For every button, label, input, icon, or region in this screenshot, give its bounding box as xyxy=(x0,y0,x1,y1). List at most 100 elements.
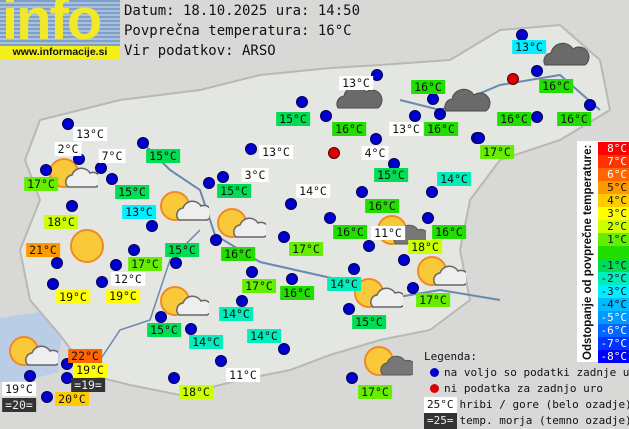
station-dot[interactable] xyxy=(203,177,215,189)
station-temperature-label: 15°C xyxy=(165,243,199,257)
station-dot[interactable] xyxy=(422,212,434,224)
station-dot[interactable] xyxy=(106,173,118,185)
station-dot[interactable] xyxy=(285,198,297,210)
station-dot[interactable] xyxy=(128,244,140,256)
station-dot[interactable] xyxy=(370,133,382,145)
legend-available: na voljo so podatki zadnje ure xyxy=(424,365,629,381)
station-dot[interactable] xyxy=(245,143,257,155)
sun-cloud-icon xyxy=(414,251,466,295)
legend-sea-text: temp. morja (temno ozadje) xyxy=(460,414,629,427)
station-temperature-label: 14°C xyxy=(327,277,361,291)
station-temperature-label: 16°C xyxy=(332,122,366,136)
legend: Legenda: na voljo so podatki zadnje ure … xyxy=(424,349,629,429)
station-dot[interactable] xyxy=(215,355,227,367)
station-dot[interactable] xyxy=(584,99,596,111)
station-temperature-label: 13°C xyxy=(259,145,293,159)
station-dot[interactable] xyxy=(473,132,485,144)
station-dot[interactable] xyxy=(246,266,258,278)
station-temperature-label: 19°C xyxy=(56,290,90,304)
station-dot[interactable] xyxy=(286,273,298,285)
station-dot[interactable] xyxy=(47,278,59,290)
station-dot[interactable] xyxy=(41,391,53,403)
scale-row: 3°C xyxy=(598,207,629,220)
station-dot[interactable] xyxy=(210,234,222,246)
logo-text: info xyxy=(2,0,100,46)
sea-temperature-label: =19= xyxy=(71,378,105,392)
station-dot[interactable] xyxy=(531,111,543,123)
station-temperature-label: 19°C xyxy=(2,382,36,396)
data-source: Vir podatkov: ARSO xyxy=(124,43,276,59)
station-temperature-label: 15°C xyxy=(374,168,408,182)
station-temperature-label: 16°C xyxy=(424,122,458,136)
station-temperature-label: 17°C xyxy=(24,177,58,191)
station-dot[interactable] xyxy=(278,343,290,355)
logo[interactable]: info xyxy=(0,0,120,46)
station-dot[interactable] xyxy=(236,295,248,307)
station-dot[interactable] xyxy=(155,311,167,323)
station-temperature-label: 4°C xyxy=(362,146,389,160)
station-dot[interactable] xyxy=(185,323,197,335)
station-missing-dot[interactable] xyxy=(328,147,340,159)
legend-mountain-text: hribi / gore (belo ozadje) xyxy=(460,398,629,411)
station-dot[interactable] xyxy=(427,93,439,105)
station-dot[interactable] xyxy=(24,370,36,382)
sea-sample: =25= xyxy=(424,413,457,429)
red-dot-icon xyxy=(430,384,439,393)
station-missing-dot[interactable] xyxy=(507,73,519,85)
station-dot[interactable] xyxy=(95,162,107,174)
scale-row: 5°C xyxy=(598,181,629,194)
station-temperature-label: 18°C xyxy=(44,215,78,229)
station-dot[interactable] xyxy=(348,263,360,275)
station-dot[interactable] xyxy=(324,212,336,224)
station-dot[interactable] xyxy=(356,186,368,198)
cloud-dark-icon xyxy=(541,35,593,79)
sun-icon xyxy=(61,226,113,270)
station-temperature-label: 15°C xyxy=(217,184,251,198)
sun-dark-cloud-icon xyxy=(361,341,413,385)
site-url[interactable]: www.informacije.si xyxy=(0,46,120,59)
station-dot[interactable] xyxy=(434,108,446,120)
station-temperature-label: 20°C xyxy=(55,392,89,406)
scale-row: 1°C xyxy=(598,233,629,246)
scale-row xyxy=(598,246,629,259)
station-temperature-label: 16°C xyxy=(221,247,255,261)
station-dot[interactable] xyxy=(296,96,308,108)
station-dot[interactable] xyxy=(363,240,375,252)
station-temperature-label: 16°C xyxy=(333,225,367,239)
station-temperature-label: 13°C xyxy=(339,76,373,90)
station-dot[interactable] xyxy=(96,276,108,288)
station-dot[interactable] xyxy=(146,220,158,232)
station-dot[interactable] xyxy=(51,257,63,269)
scale-row: -4°C xyxy=(598,298,629,311)
station-dot[interactable] xyxy=(409,110,421,122)
blue-dot-icon xyxy=(430,368,439,377)
station-dot[interactable] xyxy=(398,254,410,266)
sun-cloud-icon xyxy=(6,331,58,375)
station-temperature-label: 15°C xyxy=(115,185,149,199)
station-temperature-label: 3°C xyxy=(242,168,269,182)
station-dot[interactable] xyxy=(110,259,122,271)
station-dot[interactable] xyxy=(137,137,149,149)
station-dot[interactable] xyxy=(531,65,543,77)
station-dot[interactable] xyxy=(217,171,229,183)
scale-row: 6°C xyxy=(598,168,629,181)
station-temperature-label: 14°C xyxy=(437,172,471,186)
station-dot[interactable] xyxy=(343,303,355,315)
station-temperature-label: 13°C xyxy=(73,127,107,141)
station-dot[interactable] xyxy=(168,372,180,384)
legend-title: Legenda: xyxy=(424,349,629,365)
station-dot[interactable] xyxy=(40,164,52,176)
station-temperature-label: 7°C xyxy=(99,149,126,163)
station-dot[interactable] xyxy=(426,186,438,198)
sea-temperature-label: =20= xyxy=(2,398,36,412)
scale-row: -5°C xyxy=(598,311,629,324)
scale-row: 4°C xyxy=(598,194,629,207)
station-dot[interactable] xyxy=(66,200,78,212)
station-temperature-label: 13°C xyxy=(512,40,546,54)
station-temperature-label: 15°C xyxy=(146,149,180,163)
station-dot[interactable] xyxy=(320,110,332,122)
station-temperature-label: 15°C xyxy=(276,112,310,126)
station-dot[interactable] xyxy=(346,372,358,384)
station-dot[interactable] xyxy=(170,257,182,269)
average-temperature: Povprečna temperatura: 16°C xyxy=(124,23,352,39)
